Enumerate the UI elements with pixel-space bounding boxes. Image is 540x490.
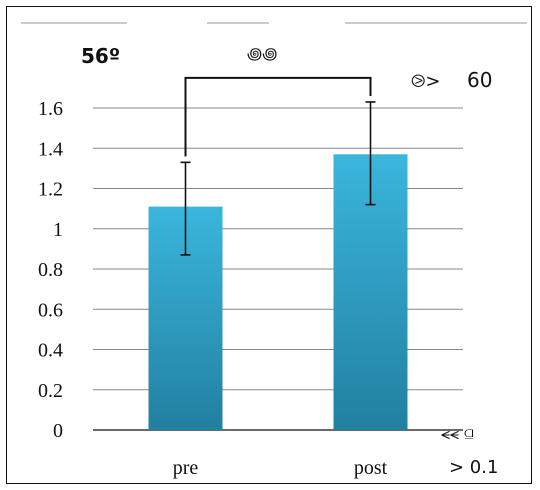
y-tick-label: 1 — [53, 219, 63, 241]
y-tick-label: 0.8 — [38, 259, 63, 281]
category-label-pre: pre — [173, 457, 199, 479]
chart-title: 56º — [81, 44, 120, 68]
chart-frame: 56º ꩜꩜ ⧁> 60 0 0.2 0.4 0.6 0.8 1 1.2 1.4 1.6 pre… — [6, 6, 532, 484]
x-axis-categories: pre post — [173, 457, 388, 479]
error-bars — [180, 101, 376, 256]
bars — [148, 154, 408, 430]
n-value: 60 — [467, 68, 492, 92]
n-label: ⧁> — [411, 71, 440, 92]
y-tick-label: 1.4 — [38, 138, 63, 160]
bracket-line — [184, 76, 372, 157]
bar-chart: 56º ꩜꩜ ⧁> 60 0 0.2 0.4 0.6 0.8 1 1.2 1.4 1.6 pre… — [21, 22, 527, 479]
y-axis-ticks: 0 0.2 0.4 0.6 0.8 1 1.2 1.4 1.6 — [38, 98, 63, 442]
y-tick-label: 0.2 — [38, 380, 63, 402]
p-value: > 0.1 — [449, 457, 498, 478]
y-tick-label: 1.2 — [38, 179, 63, 201]
significance-bracket — [184, 76, 372, 157]
p-glyph: ⪪⪪ ⫑ — [441, 424, 473, 443]
category-label-post: post — [354, 457, 388, 479]
title-glyph: ꩜꩜ — [247, 44, 277, 63]
y-tick-label: 0 — [53, 420, 63, 442]
y-tick-label: 1.6 — [38, 98, 63, 120]
y-tick-label: 0.6 — [38, 299, 63, 321]
y-tick-label: 0.4 — [38, 340, 63, 362]
